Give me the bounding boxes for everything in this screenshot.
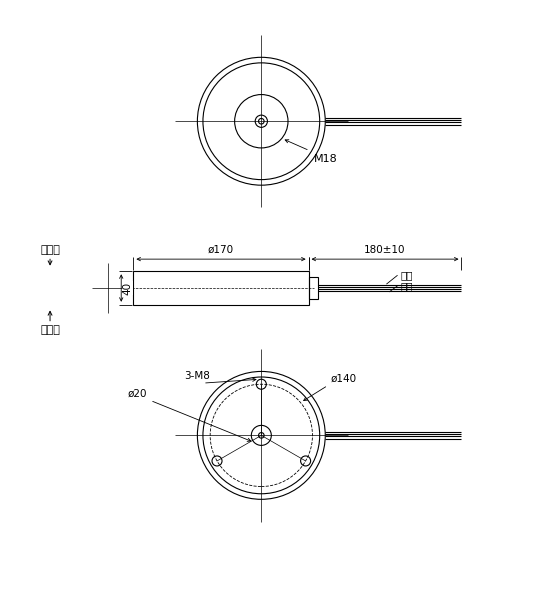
Bar: [309, 277, 318, 299]
Text: 3-M8: 3-M8: [185, 371, 210, 381]
Text: 180±10: 180±10: [364, 245, 406, 255]
Text: ø140: ø140: [331, 374, 357, 384]
Text: ø170: ø170: [208, 245, 234, 255]
Text: 红色: 红色: [400, 270, 413, 280]
Text: 40: 40: [123, 282, 133, 295]
Text: 安装面: 安装面: [40, 245, 60, 255]
Text: 吸合面: 吸合面: [40, 325, 60, 335]
Text: ø20: ø20: [128, 389, 147, 399]
Text: M18: M18: [314, 154, 338, 164]
Text: 绻色: 绻色: [400, 281, 413, 291]
Bar: [133, 271, 309, 304]
